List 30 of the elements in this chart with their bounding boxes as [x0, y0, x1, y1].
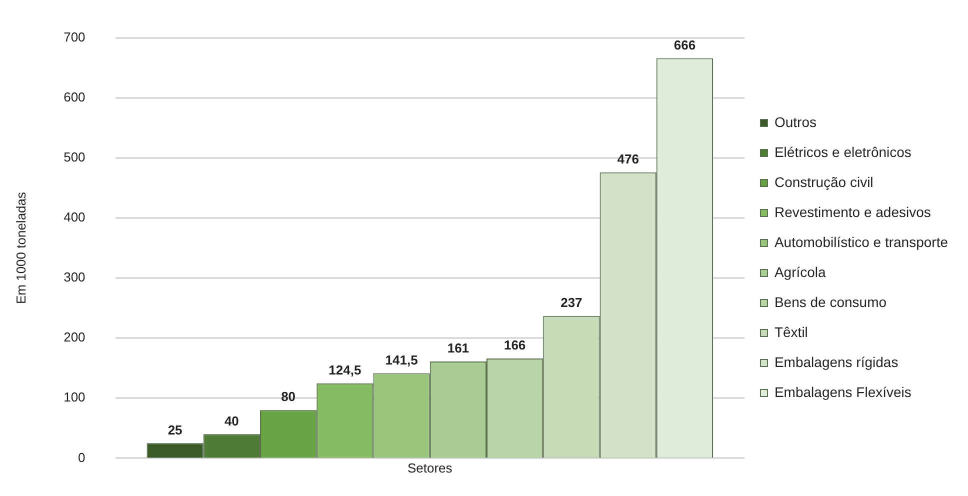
y-tick-label: 500 — [64, 149, 86, 164]
data-label: 141,5 — [385, 352, 418, 368]
y-tick-label: 600 — [64, 89, 86, 104]
y-tick-label: 400 — [64, 210, 86, 225]
data-label: 80 — [281, 389, 296, 404]
y-tick-label: 200 — [64, 330, 86, 345]
data-label: 25 — [168, 422, 182, 438]
y-tick-label: 300 — [64, 270, 86, 285]
legend-label: Bens de consumo — [774, 294, 887, 310]
legend-label: Outros — [774, 114, 816, 130]
legend-label: Têxtil — [774, 324, 808, 340]
data-label: 124,5 — [328, 362, 362, 378]
data-label: 237 — [560, 294, 582, 310]
data-label: 166 — [504, 338, 526, 353]
y-tick-label: 700 — [64, 29, 86, 44]
y-tick-label: 0 — [78, 450, 86, 465]
data-label: 161 — [447, 340, 470, 356]
legend-label: Revestimento e adesivos — [774, 204, 931, 220]
data-label: 666 — [674, 37, 696, 52]
legend-label: Elétricos e eletrônicos — [774, 144, 912, 160]
data-label: 40 — [224, 413, 239, 428]
y-tick-label: 100 — [64, 390, 86, 405]
legend-label: Automobilístico e transporte — [774, 234, 948, 250]
legend-label: Embalagens Flexíveis — [774, 384, 912, 400]
y-axis-title: Em 1000 toneladas — [13, 191, 28, 304]
x-tick-label: Setores — [407, 460, 453, 476]
legend-label: Embalagens rígidas — [774, 354, 898, 370]
legend-label: Construção civil — [774, 174, 874, 190]
data-label: 476 — [617, 151, 639, 166]
legend-label: Agrícola — [774, 264, 826, 280]
